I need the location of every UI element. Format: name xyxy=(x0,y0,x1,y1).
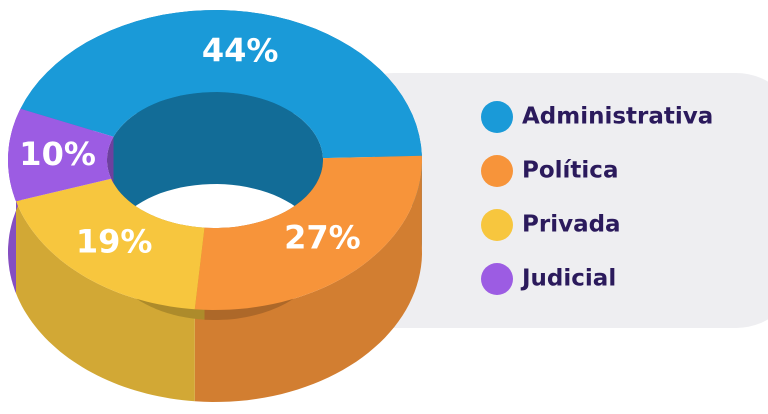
legend-label: Política xyxy=(522,158,618,184)
legend-label: Administrativa xyxy=(522,104,713,130)
slice xyxy=(194,155,422,310)
legend-marker xyxy=(481,263,513,295)
slice xyxy=(20,10,422,159)
inner-wall xyxy=(107,136,114,271)
outer-wall xyxy=(16,201,195,402)
value-label: 10% xyxy=(19,135,96,173)
value-label: 44% xyxy=(202,31,279,69)
legend-label: Privada xyxy=(522,212,621,238)
slice xyxy=(8,108,114,202)
value-label: 19% xyxy=(76,223,153,261)
value-label: 27% xyxy=(284,219,361,257)
legend-marker xyxy=(481,101,513,133)
legend-panel xyxy=(330,73,768,328)
legend-label: Judicial xyxy=(520,266,616,292)
legend-marker xyxy=(481,209,513,241)
legend: Administrativa Política Privada Judicial xyxy=(481,101,713,295)
slice xyxy=(16,178,205,310)
legend-marker xyxy=(481,155,513,187)
inner-wall xyxy=(113,92,323,251)
outer-wall xyxy=(194,155,422,402)
donut: 44% 27% 19% 10% xyxy=(8,10,422,402)
